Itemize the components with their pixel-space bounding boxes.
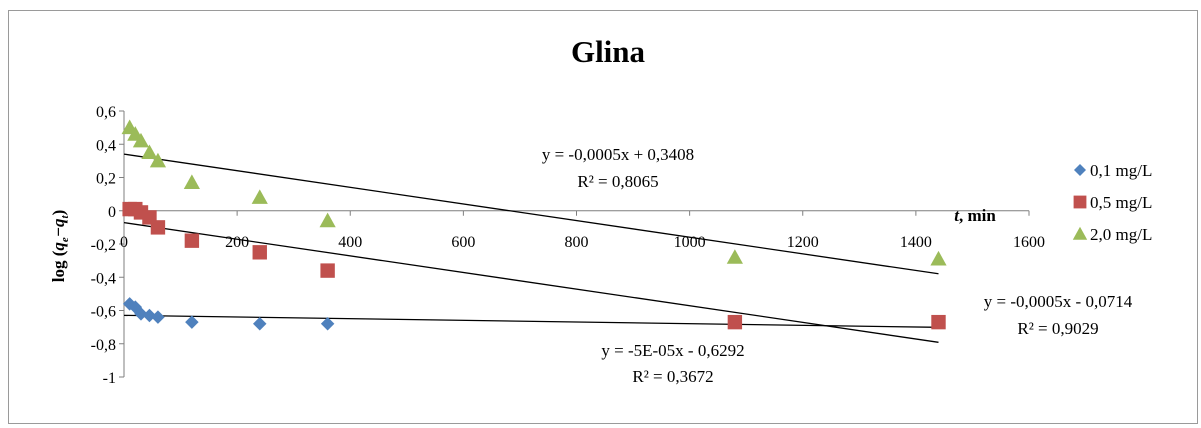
data-point xyxy=(149,152,167,168)
chart-title: Glina xyxy=(571,34,646,69)
trendline-r2: R² = 0,3672 xyxy=(632,367,713,386)
data-point xyxy=(253,317,267,331)
x-axis-label: t, min xyxy=(954,206,996,225)
data-point xyxy=(151,310,165,324)
trendline-equation: y = -5E-05x - 0,6292 xyxy=(601,341,744,360)
y-tick-label: 0,2 xyxy=(96,171,116,188)
y-tick-label: 0,4 xyxy=(96,137,116,154)
data-points xyxy=(121,119,947,331)
data-point xyxy=(184,233,200,248)
x-tick-label: 1000 xyxy=(674,234,706,251)
x-tick-label: 1400 xyxy=(900,234,932,251)
data-point xyxy=(319,212,336,228)
legend: 0,1 mg/L 0,5 mg/L 2,0 mg/L xyxy=(1072,161,1152,244)
data-point xyxy=(150,220,166,235)
x-tick-label: 400 xyxy=(338,234,362,251)
chart-frame xyxy=(8,10,1198,424)
data-point xyxy=(185,315,199,329)
x-tick-label: 800 xyxy=(565,234,589,251)
data-point xyxy=(320,263,335,278)
y-tick-label: 0 xyxy=(108,204,116,221)
data-point xyxy=(727,314,743,330)
data-point xyxy=(183,174,200,189)
data-point xyxy=(252,245,267,260)
axes: 0,60,40,20-0,2-0,4-0,6-0,8-10 200 400 600 80… xyxy=(91,104,1045,387)
data-point xyxy=(726,249,743,264)
y-tick-label: 0,6 xyxy=(96,104,116,121)
legend-marker xyxy=(1073,195,1087,209)
trendline-r2: R² = 0,8065 xyxy=(577,172,658,191)
data-point xyxy=(251,189,268,204)
y-tick-label: -0,2 xyxy=(91,237,116,254)
x-tick-label: 1600 xyxy=(1013,234,1045,251)
y-tick-label: -0,8 xyxy=(91,337,116,354)
y-tick-label: -0,4 xyxy=(91,270,116,287)
x-tick-label: 200 xyxy=(225,234,249,251)
y-axis-label: log (qe−qt) xyxy=(49,210,71,283)
trendline xyxy=(123,153,939,275)
legend-label: 0,5 mg/L xyxy=(1090,193,1152,212)
legend-label: 2,0 mg/L xyxy=(1090,225,1152,244)
data-point xyxy=(132,132,150,148)
trendline-labels: y = -5E-05x - 0,6292 R² = 0,3672 y = -0,00… xyxy=(542,145,1133,386)
data-point xyxy=(142,308,157,323)
legend-marker xyxy=(1072,226,1088,240)
y-tick-label: -1 xyxy=(103,370,116,387)
trendline-equation: y = -0,0005x - 0,0714 xyxy=(984,292,1133,311)
trendline xyxy=(123,221,939,343)
data-point xyxy=(134,307,148,321)
trendline xyxy=(123,314,939,328)
x-tick-label: 600 xyxy=(451,234,475,251)
trendline-equation: y = -0,0005x + 0,3408 xyxy=(542,145,694,164)
trendline-r2: R² = 0,9029 xyxy=(1017,319,1098,338)
data-point xyxy=(931,314,946,330)
x-tick-label: 1200 xyxy=(787,234,819,251)
data-point xyxy=(320,317,335,331)
x-tick-label: 0 xyxy=(120,234,128,251)
data-point xyxy=(930,250,947,266)
legend-marker xyxy=(1074,164,1086,176)
legend-label: 0,1 mg/L xyxy=(1090,161,1152,180)
data-point xyxy=(141,144,158,160)
y-tick-label: -0,6 xyxy=(91,304,116,321)
